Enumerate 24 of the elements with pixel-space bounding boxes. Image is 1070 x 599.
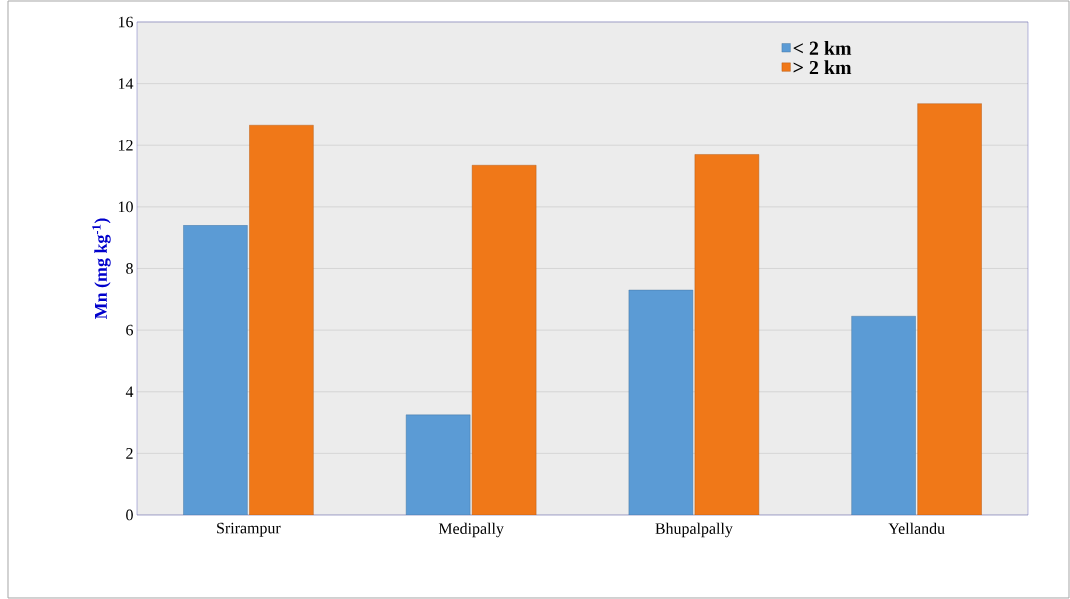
x-tick-label: Srirampur (217, 522, 281, 537)
y-tick-label: 10 (118, 201, 133, 213)
y-tick-label: 16 (118, 16, 134, 28)
y-tick-label: 14 (118, 78, 134, 89)
bar (405, 414, 471, 515)
bar (628, 289, 694, 515)
y-tick-label: 12 (118, 139, 133, 151)
y-axis-title: Mn (mg kg$^{-1}$) (92, 218, 111, 319)
bar (851, 316, 916, 515)
y-tick-label: 4 (125, 386, 134, 397)
legend-label: < 2 km (793, 40, 852, 55)
bar (183, 225, 248, 515)
bar (694, 154, 760, 515)
legend-label: > 2 km (793, 60, 852, 75)
y-tick-label: 6 (126, 324, 134, 336)
y-tick-label: 0 (126, 509, 133, 521)
bar (471, 165, 537, 515)
y-tick-label: 8 (126, 263, 133, 274)
bar (917, 103, 982, 515)
x-tick-label: Bhupalpally (655, 522, 733, 538)
bar (249, 125, 314, 515)
x-tick-label: Yellandu (888, 522, 945, 534)
x-tick-label: Medipally (438, 522, 504, 538)
y-tick-label: 2 (126, 448, 133, 459)
